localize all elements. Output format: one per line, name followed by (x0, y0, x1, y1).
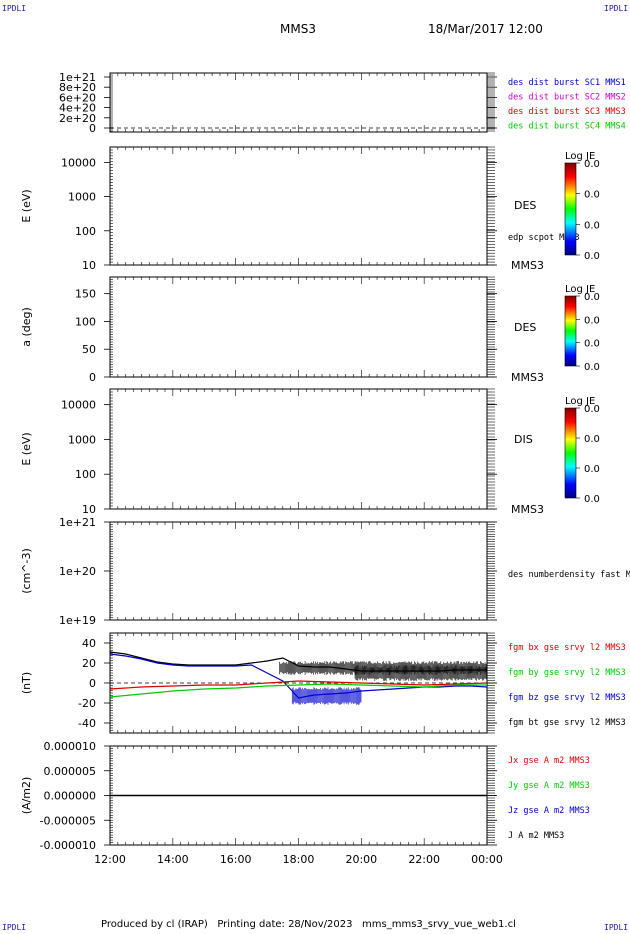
time-tick-label: 12:00 (94, 853, 126, 866)
y-axis-label: E (eV) (20, 189, 33, 222)
panel-frame (110, 147, 487, 265)
y-axis-label: (nT) (20, 672, 33, 694)
y-axis-label: (cm^-3) (20, 548, 33, 594)
y-tick-label: 40 (82, 637, 96, 650)
y-tick-label: 10 (82, 503, 96, 516)
panel-bottom-label: MMS3 (511, 259, 544, 272)
colorbar-value: 0.0 (584, 464, 600, 475)
y-tick-label: 0 (89, 122, 96, 135)
y-tick-label: 0.000000 (44, 790, 97, 803)
panel-frame (110, 522, 487, 620)
colorbar-value: 0.0 (584, 434, 600, 445)
y-tick-label: 100 (75, 468, 96, 481)
colorbar (565, 296, 576, 366)
y-tick-label: 150 (75, 288, 96, 301)
colorbar-value: 0.0 (584, 292, 600, 303)
y-tick-label: 0 (89, 677, 96, 690)
legend-entry: des dist burst SC2 MMS2 (508, 93, 626, 103)
time-tick-label: 00:00 (471, 853, 503, 866)
legend-entry: fgm bt gse srvy l2 MMS3 (508, 718, 626, 728)
panel-frame (110, 277, 487, 377)
colorbar-value: 0.0 (584, 494, 600, 505)
y-axis-label: (A/m2) (20, 777, 33, 815)
time-tick-label: 16:00 (220, 853, 252, 866)
colorbar (565, 163, 576, 255)
footer-text: Produced by cl (IRAP) Printing date: 28/… (101, 919, 516, 930)
time-tick-label: 18:00 (283, 853, 315, 866)
y-tick-label: -0.000005 (40, 814, 96, 827)
y-tick-label: 1e+19 (59, 614, 96, 627)
colorbar-value: 0.0 (584, 251, 600, 262)
legend-entry: Jy gse A m2 MMS3 (508, 781, 590, 791)
plot-canvas: 1e+218e+206e+204e+202e+200des dist burst… (0, 0, 630, 934)
y-tick-label: -40 (78, 717, 96, 730)
colorbar-value: 0.0 (584, 220, 600, 231)
y-tick-label: 1000 (68, 191, 96, 204)
legend-entry: des dist burst SC4 MMS4 (508, 122, 626, 132)
panel-species-label: DES (514, 321, 536, 334)
y-tick-label: 10000 (61, 399, 96, 412)
y-axis-label: a (deg) (20, 307, 33, 347)
y-tick-label: 10 (82, 259, 96, 272)
legend-entry: fgm bx gse srvy l2 MMS3 (508, 643, 626, 653)
colorbar (565, 408, 576, 498)
time-tick-label: 22:00 (408, 853, 440, 866)
colorbar-value: 0.0 (584, 404, 600, 415)
y-tick-label: -20 (78, 697, 96, 710)
legend-entry: des dist burst SC1 MMS1 (508, 78, 626, 88)
panel-frame (110, 73, 487, 132)
y-tick-label: 0 (89, 371, 96, 384)
y-tick-label: -0.000010 (40, 839, 96, 852)
y-tick-label: 20 (82, 657, 96, 670)
time-tick-label: 14:00 (157, 853, 189, 866)
legend-entry: J A m2 MMS3 (508, 831, 564, 841)
y-tick-label: 100 (75, 225, 96, 238)
y-tick-label: 50 (82, 343, 96, 356)
y-tick-label: 0.000005 (44, 765, 97, 778)
legend-entry: des dist burst SC3 MMS3 (508, 107, 626, 117)
panel-frame (110, 389, 487, 509)
legend-entry: Jz gse A m2 MMS3 (508, 806, 590, 816)
legend-entry: des numberdensity fast M (508, 570, 630, 580)
legend-entry: fgm by gse srvy l2 MMS3 (508, 668, 626, 678)
panel-species-label: DIS (514, 433, 533, 446)
colorbar-value: 0.0 (584, 315, 600, 326)
panel-bottom-label: MMS3 (511, 371, 544, 384)
legend-entry: fgm bz gse srvy l2 MMS3 (508, 693, 626, 703)
y-tick-label: 0.000010 (44, 740, 97, 753)
colorbar-value: 0.0 (584, 190, 600, 201)
colorbar-value: 0.0 (584, 339, 600, 350)
colorbar-value: 0.0 (584, 362, 600, 373)
y-tick-label: 1e+20 (59, 565, 96, 578)
panel-species-label: DES (514, 199, 536, 212)
y-tick-label: 10000 (61, 156, 96, 169)
time-tick-label: 20:00 (345, 853, 377, 866)
panel-bottom-label: MMS3 (511, 503, 544, 516)
y-tick-label: 100 (75, 315, 96, 328)
legend-entry: Jx gse A m2 MMS3 (508, 756, 590, 766)
colorbar-value: 0.0 (584, 159, 600, 170)
y-axis-label: E (eV) (20, 432, 33, 465)
y-tick-label: 1000 (68, 433, 96, 446)
y-tick-label: 1e+21 (59, 516, 96, 529)
